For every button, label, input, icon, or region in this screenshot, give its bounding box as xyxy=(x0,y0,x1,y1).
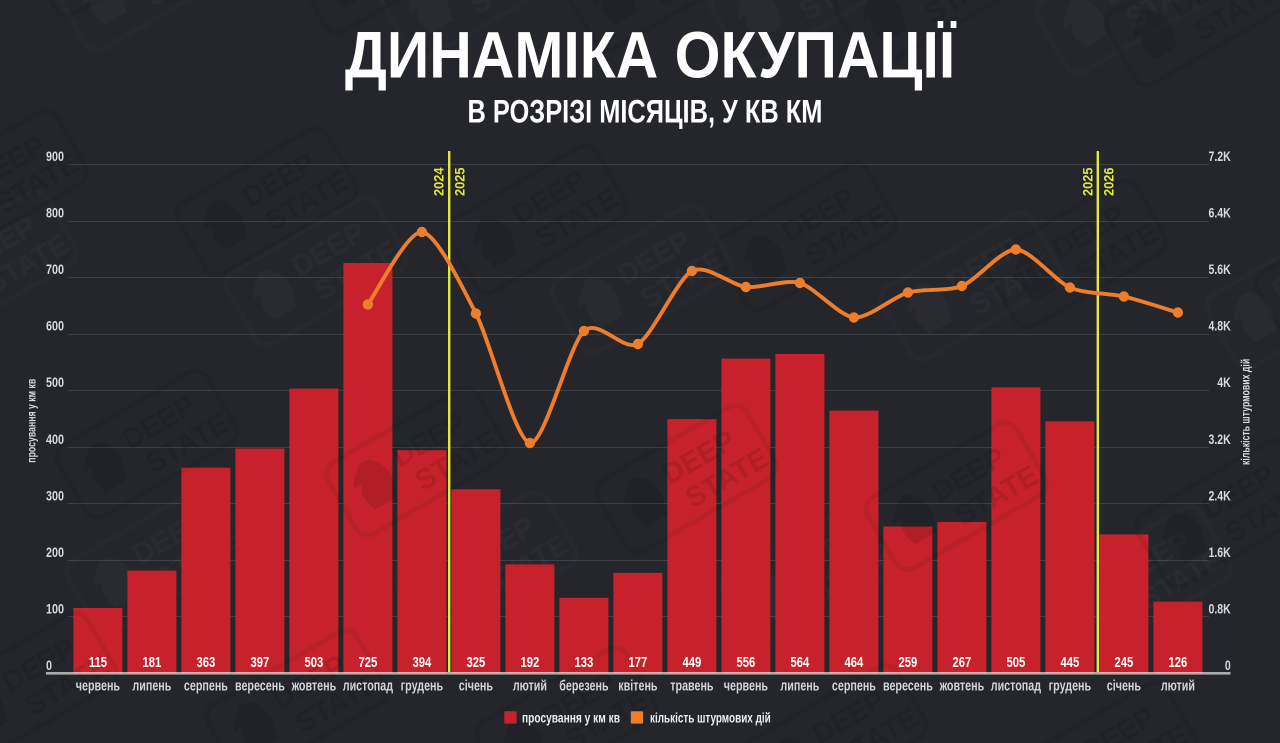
svg-text:4K: 4K xyxy=(1217,375,1231,391)
svg-text:червень: червень xyxy=(76,677,120,694)
svg-text:кількість штурмових дій: кількість штурмових дій xyxy=(1240,359,1252,465)
svg-text:червень: червень xyxy=(724,677,768,694)
svg-text:січень: січень xyxy=(1107,677,1141,694)
svg-text:300: 300 xyxy=(46,488,64,503)
svg-text:2.4K: 2.4K xyxy=(1208,488,1230,504)
svg-text:177: 177 xyxy=(629,653,648,670)
svg-text:грудень: грудень xyxy=(401,677,444,694)
svg-text:245: 245 xyxy=(1115,653,1134,670)
svg-text:500: 500 xyxy=(46,375,64,390)
svg-text:900: 900 xyxy=(46,149,64,164)
svg-text:листопад: листопад xyxy=(991,677,1041,694)
svg-text:445: 445 xyxy=(1061,653,1080,670)
svg-text:просування у км кв: просування у км кв xyxy=(26,379,38,463)
svg-text:листопад: листопад xyxy=(343,677,393,694)
svg-text:200: 200 xyxy=(46,545,64,560)
svg-text:травень: травень xyxy=(670,677,713,694)
svg-text:133: 133 xyxy=(575,653,594,670)
svg-text:серпень: серпень xyxy=(832,677,876,694)
svg-text:2024: 2024 xyxy=(431,167,446,196)
svg-text:3.2K: 3.2K xyxy=(1208,432,1230,448)
svg-text:В РОЗРІЗІ МІСЯЦІВ, У КВ КМ: В РОЗРІЗІ МІСЯЦІВ, У КВ КМ xyxy=(468,93,823,130)
svg-text:просування у км кв: просування у км кв xyxy=(522,710,620,726)
svg-text:397: 397 xyxy=(251,653,270,670)
svg-text:вересень: вересень xyxy=(883,677,933,694)
svg-text:267: 267 xyxy=(953,653,972,670)
svg-text:100: 100 xyxy=(46,601,64,616)
svg-text:лютий: лютий xyxy=(1161,677,1195,694)
svg-text:серпень: серпень xyxy=(184,677,228,694)
svg-text:кількість штурмових дій: кількість штурмових дій xyxy=(650,710,771,726)
svg-text:192: 192 xyxy=(521,653,540,670)
svg-text:464: 464 xyxy=(845,653,864,670)
svg-text:січень: січень xyxy=(459,677,493,694)
svg-text:126: 126 xyxy=(1169,653,1188,670)
svg-text:березень: березень xyxy=(559,677,608,694)
svg-text:0: 0 xyxy=(46,658,52,673)
svg-text:556: 556 xyxy=(737,653,756,670)
svg-text:липень: липень xyxy=(780,677,819,694)
svg-text:181: 181 xyxy=(143,653,162,670)
svg-text:вересень: вересень xyxy=(235,677,285,694)
svg-text:600: 600 xyxy=(46,319,64,334)
svg-text:800: 800 xyxy=(46,205,64,220)
svg-text:259: 259 xyxy=(899,653,918,670)
svg-text:2025: 2025 xyxy=(1080,167,1095,196)
svg-text:449: 449 xyxy=(683,653,702,670)
svg-text:липень: липень xyxy=(132,677,171,694)
svg-text:503: 503 xyxy=(305,653,324,670)
svg-text:грудень: грудень xyxy=(1049,677,1092,694)
svg-text:325: 325 xyxy=(467,653,486,670)
svg-text:564: 564 xyxy=(791,653,810,670)
svg-text:жовтень: жовтень xyxy=(291,677,337,694)
svg-text:394: 394 xyxy=(413,653,432,670)
svg-text:2026: 2026 xyxy=(1101,167,1116,196)
svg-text:ДИНАМІКА ОКУПАЦІЇ: ДИНАМІКА ОКУПАЦІЇ xyxy=(345,20,957,92)
svg-text:115: 115 xyxy=(89,653,107,670)
svg-text:700: 700 xyxy=(46,262,64,277)
svg-text:6.4K: 6.4K xyxy=(1208,205,1230,221)
svg-text:0.8K: 0.8K xyxy=(1208,601,1230,617)
svg-text:2025: 2025 xyxy=(452,167,467,196)
svg-text:0: 0 xyxy=(1225,658,1231,674)
svg-text:1.6K: 1.6K xyxy=(1208,545,1230,561)
svg-text:363: 363 xyxy=(197,653,216,670)
svg-text:лютий: лютий xyxy=(513,677,547,694)
svg-text:квітень: квітень xyxy=(618,677,657,694)
svg-text:4.8K: 4.8K xyxy=(1208,318,1230,334)
svg-text:жовтень: жовтень xyxy=(939,677,985,694)
svg-text:5.6K: 5.6K xyxy=(1208,262,1230,278)
svg-text:505: 505 xyxy=(1007,653,1026,670)
svg-text:7.2K: 7.2K xyxy=(1208,149,1230,165)
svg-text:400: 400 xyxy=(46,432,64,447)
svg-text:725: 725 xyxy=(359,653,378,670)
